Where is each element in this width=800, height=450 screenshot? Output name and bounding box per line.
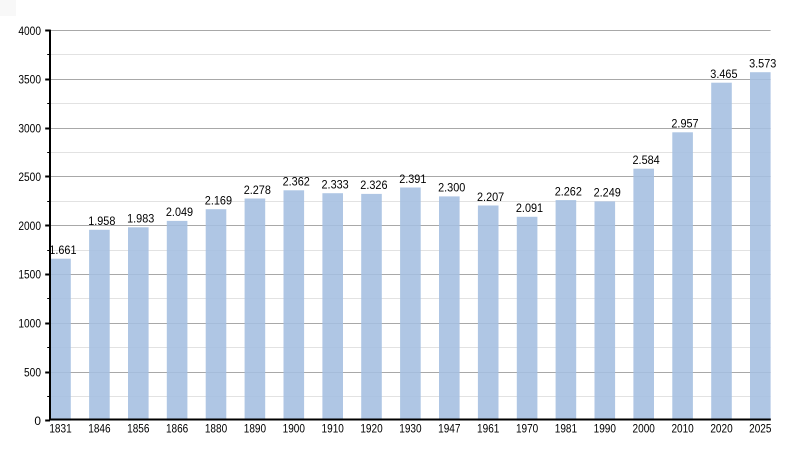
svg-text:2500: 2500	[18, 172, 41, 184]
svg-text:2.169: 2.169	[205, 196, 232, 208]
svg-text:1930: 1930	[399, 422, 422, 436]
svg-text:1947: 1947	[438, 422, 461, 436]
svg-text:1880: 1880	[205, 422, 228, 436]
svg-text:1900: 1900	[283, 422, 306, 436]
svg-text:2.249: 2.249	[594, 188, 621, 200]
svg-text:1856: 1856	[127, 422, 150, 436]
svg-text:2.326: 2.326	[360, 180, 387, 192]
svg-text:2.262: 2.262	[555, 186, 582, 198]
svg-text:1970: 1970	[516, 422, 539, 436]
svg-text:4000: 4000	[18, 26, 41, 38]
svg-text:2.091: 2.091	[516, 203, 543, 215]
svg-text:2010: 2010	[671, 422, 694, 436]
svg-text:2025: 2025	[749, 422, 772, 436]
svg-text:2.333: 2.333	[322, 180, 349, 192]
svg-text:1500: 1500	[18, 270, 41, 282]
svg-text:1920: 1920	[360, 422, 383, 436]
svg-text:2020: 2020	[710, 422, 733, 436]
svg-text:1910: 1910	[322, 422, 345, 436]
svg-text:1846: 1846	[88, 422, 111, 436]
svg-text:3.465: 3.465	[710, 69, 737, 81]
svg-text:2.300: 2.300	[438, 183, 465, 195]
svg-text:2000: 2000	[633, 422, 656, 436]
svg-text:1831: 1831	[49, 422, 72, 436]
svg-text:1.958: 1.958	[88, 216, 115, 228]
svg-text:1000: 1000	[18, 319, 41, 331]
svg-text:1890: 1890	[244, 422, 267, 436]
svg-text:3000: 3000	[18, 123, 41, 135]
svg-text:0: 0	[34, 416, 41, 428]
svg-text:2.584: 2.584	[633, 155, 661, 167]
svg-text:2.391: 2.391	[399, 174, 426, 186]
svg-text:2.049: 2.049	[166, 207, 193, 219]
svg-text:1.661: 1.661	[49, 245, 76, 257]
svg-text:1866: 1866	[166, 422, 189, 436]
svg-text:2.278: 2.278	[244, 185, 271, 197]
svg-text:3500: 3500	[18, 75, 41, 87]
svg-text:2000: 2000	[18, 221, 41, 233]
svg-text:2.957: 2.957	[671, 119, 698, 131]
svg-text:1961: 1961	[477, 422, 500, 436]
svg-text:500: 500	[24, 367, 41, 379]
svg-text:1981: 1981	[555, 422, 578, 436]
svg-text:1990: 1990	[594, 422, 617, 436]
svg-text:3.573: 3.573	[749, 59, 776, 71]
svg-text:2.207: 2.207	[477, 192, 504, 204]
svg-text:1.983: 1.983	[127, 214, 154, 226]
svg-text:2.362: 2.362	[283, 177, 310, 189]
